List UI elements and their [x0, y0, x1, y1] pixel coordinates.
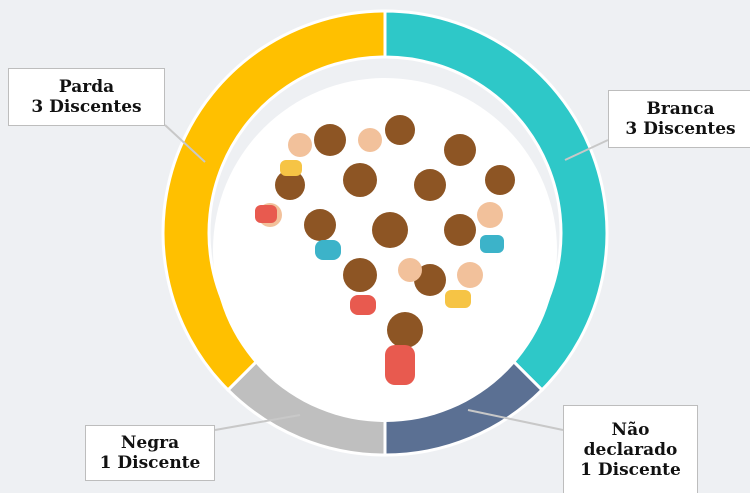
leader-line	[214, 414, 301, 431]
category-label: Parda	[58, 77, 115, 97]
callout: Não declarado 1 Discente	[563, 405, 698, 493]
callout: Negra 1 Discente	[85, 425, 215, 481]
value-label: 3 Discentes	[625, 119, 736, 139]
leader-line	[164, 124, 206, 163]
donut-slice	[161, 9, 387, 393]
callout: Parda 3 Discentes	[8, 68, 165, 126]
donut-slice	[383, 9, 609, 393]
leader-line	[564, 139, 609, 161]
value-label: 3 Discentes	[31, 97, 142, 117]
value-label: 1 Discente	[580, 460, 681, 480]
category-label: Negra	[120, 433, 180, 453]
value-label: 1 Discente	[99, 453, 201, 473]
leader-line	[467, 409, 564, 431]
category-label: Não declarado	[583, 420, 678, 460]
category-label: Branca	[646, 99, 715, 119]
callout: Branca 3 Discentes	[608, 90, 750, 148]
center-illustration	[213, 78, 557, 422]
